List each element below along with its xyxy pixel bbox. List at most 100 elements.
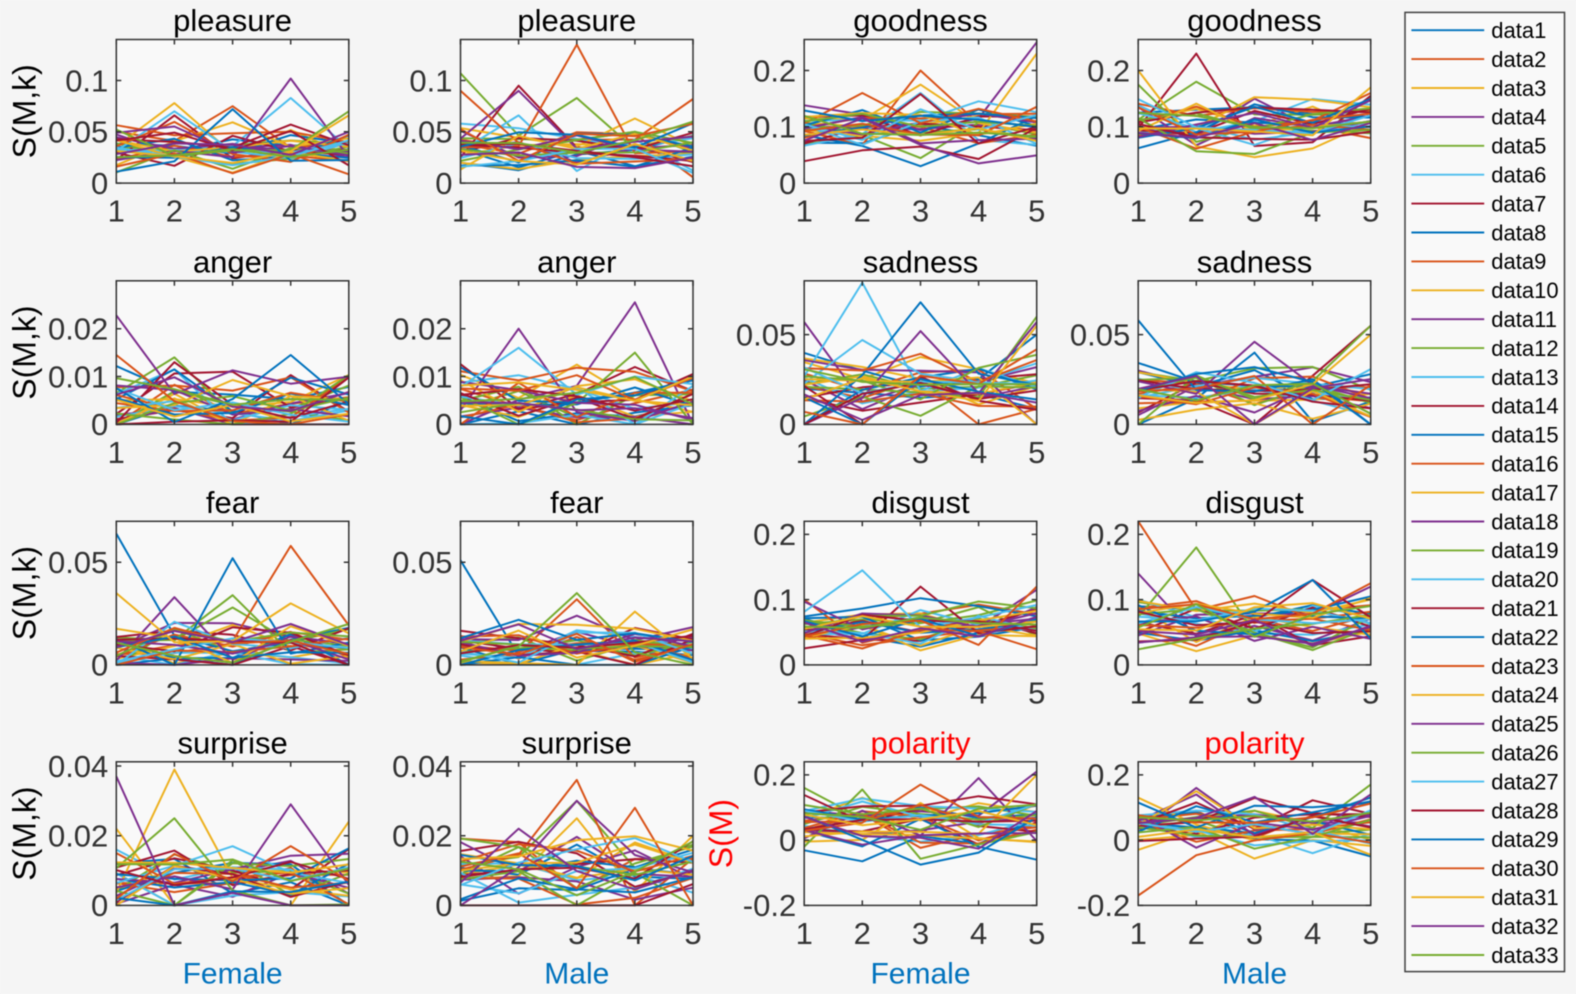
svg-text:4: 4 <box>1304 916 1321 951</box>
svg-text:2: 2 <box>854 916 871 951</box>
svg-text:1: 1 <box>1130 194 1147 229</box>
svg-text:0.2: 0.2 <box>753 517 796 552</box>
svg-text:0: 0 <box>779 166 796 201</box>
svg-text:data21: data21 <box>1491 596 1558 621</box>
svg-text:2: 2 <box>854 435 871 470</box>
svg-text:1: 1 <box>796 435 813 470</box>
svg-text:0.2: 0.2 <box>1087 517 1130 552</box>
svg-text:data32: data32 <box>1491 914 1558 939</box>
svg-text:1: 1 <box>796 194 813 229</box>
svg-text:1: 1 <box>452 194 469 229</box>
svg-text:2: 2 <box>510 435 527 470</box>
svg-text:5: 5 <box>340 675 357 710</box>
svg-text:4: 4 <box>1304 194 1321 229</box>
svg-text:anger: anger <box>537 244 616 279</box>
svg-text:3: 3 <box>568 194 585 229</box>
svg-text:5: 5 <box>684 916 701 951</box>
svg-text:data3: data3 <box>1491 76 1546 101</box>
svg-text:data19: data19 <box>1491 538 1558 563</box>
svg-text:2: 2 <box>854 194 871 229</box>
svg-text:data11: data11 <box>1491 307 1557 332</box>
svg-text:5: 5 <box>340 435 357 470</box>
svg-text:1: 1 <box>1130 916 1147 951</box>
svg-text:Female: Female <box>183 957 283 990</box>
svg-text:5: 5 <box>1028 916 1045 951</box>
svg-text:5: 5 <box>1362 194 1379 229</box>
svg-text:4: 4 <box>282 435 299 470</box>
svg-text:5: 5 <box>1362 675 1379 710</box>
svg-text:3: 3 <box>568 675 585 710</box>
svg-text:pleasure: pleasure <box>517 3 636 38</box>
svg-text:data24: data24 <box>1491 683 1558 708</box>
svg-text:0: 0 <box>1113 407 1130 442</box>
svg-text:3: 3 <box>1246 916 1263 951</box>
svg-text:data16: data16 <box>1491 452 1558 477</box>
svg-text:4: 4 <box>970 675 987 710</box>
svg-text:data17: data17 <box>1491 480 1558 505</box>
svg-text:data15: data15 <box>1491 423 1558 448</box>
svg-text:4: 4 <box>626 675 643 710</box>
svg-text:Male: Male <box>544 957 609 990</box>
svg-text:surprise: surprise <box>522 725 632 760</box>
svg-text:2: 2 <box>166 675 183 710</box>
svg-text:goodness: goodness <box>1187 3 1321 38</box>
svg-text:S(M,k): S(M,k) <box>6 546 42 640</box>
svg-text:data28: data28 <box>1491 798 1558 823</box>
svg-text:4: 4 <box>626 916 643 951</box>
svg-text:0.05: 0.05 <box>736 317 796 352</box>
svg-text:data23: data23 <box>1491 654 1558 679</box>
svg-text:data8: data8 <box>1491 220 1546 245</box>
svg-text:5: 5 <box>1362 435 1379 470</box>
svg-text:5: 5 <box>1028 435 1045 470</box>
svg-text:1: 1 <box>108 675 125 710</box>
svg-text:5: 5 <box>684 194 701 229</box>
svg-text:0: 0 <box>435 888 452 923</box>
svg-text:data26: data26 <box>1491 741 1558 766</box>
svg-text:4: 4 <box>1304 435 1321 470</box>
svg-text:0.1: 0.1 <box>1087 110 1130 145</box>
svg-text:2: 2 <box>166 194 183 229</box>
svg-text:data30: data30 <box>1491 856 1558 881</box>
svg-text:1: 1 <box>796 916 813 951</box>
svg-text:data25: data25 <box>1491 712 1558 737</box>
svg-text:data6: data6 <box>1491 163 1546 188</box>
svg-text:pleasure: pleasure <box>173 3 292 38</box>
svg-text:4: 4 <box>626 194 643 229</box>
svg-text:data31: data31 <box>1491 885 1558 910</box>
svg-text:0.02: 0.02 <box>392 312 452 347</box>
svg-text:4: 4 <box>1304 675 1321 710</box>
svg-text:surprise: surprise <box>177 725 287 760</box>
svg-text:data33: data33 <box>1491 943 1558 968</box>
svg-text:0.1: 0.1 <box>409 63 452 98</box>
svg-text:0.02: 0.02 <box>392 819 452 854</box>
svg-text:5: 5 <box>340 916 357 951</box>
svg-text:1: 1 <box>108 916 125 951</box>
svg-text:polarity: polarity <box>871 725 971 760</box>
svg-text:2: 2 <box>854 675 871 710</box>
svg-text:S(M): S(M) <box>703 799 739 868</box>
svg-text:0: 0 <box>91 888 108 923</box>
svg-text:5: 5 <box>1028 194 1045 229</box>
svg-text:0: 0 <box>779 407 796 442</box>
svg-text:0.1: 0.1 <box>753 110 796 145</box>
svg-text:5: 5 <box>684 435 701 470</box>
svg-text:3: 3 <box>224 435 241 470</box>
svg-text:data20: data20 <box>1491 567 1558 592</box>
svg-text:3: 3 <box>912 916 929 951</box>
svg-text:0: 0 <box>779 648 796 683</box>
svg-text:Male: Male <box>1222 957 1287 990</box>
svg-text:2: 2 <box>166 916 183 951</box>
svg-text:4: 4 <box>970 916 987 951</box>
svg-text:0: 0 <box>1113 166 1130 201</box>
svg-text:3: 3 <box>1246 675 1263 710</box>
svg-text:4: 4 <box>282 675 299 710</box>
svg-text:4: 4 <box>282 194 299 229</box>
svg-text:anger: anger <box>193 244 272 279</box>
svg-text:0.05: 0.05 <box>392 545 452 580</box>
svg-text:data10: data10 <box>1491 278 1558 303</box>
svg-text:3: 3 <box>568 916 585 951</box>
svg-text:data1: data1 <box>1491 18 1546 43</box>
svg-text:0.1: 0.1 <box>753 582 796 617</box>
svg-text:0.01: 0.01 <box>392 359 452 394</box>
svg-text:2: 2 <box>1188 194 1205 229</box>
